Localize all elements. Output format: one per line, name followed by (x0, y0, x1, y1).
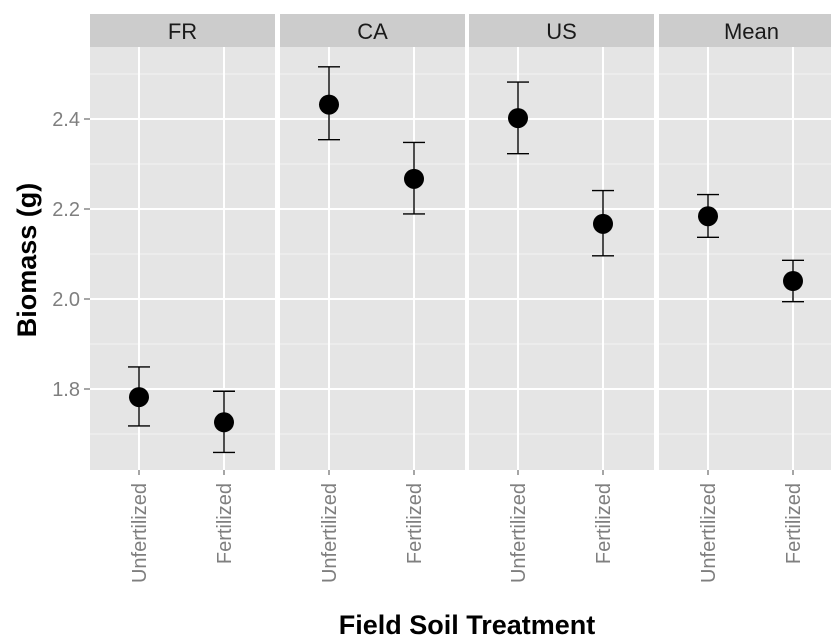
y-tick-label: 2.4 (52, 109, 80, 131)
data-point (214, 412, 234, 433)
facet-strip-label: CA (357, 19, 388, 44)
panel-background (90, 47, 275, 470)
x-tick-label: Unfertilized (698, 483, 720, 583)
y-axis-title: Biomass (g) (12, 183, 42, 338)
y-tick-label: 2.0 (52, 289, 80, 311)
data-point (129, 387, 149, 408)
data-point (593, 213, 613, 234)
x-tick-label: Unfertilized (508, 483, 530, 583)
x-tick-label: Unfertilized (319, 483, 341, 583)
x-tick-label: Fertilized (593, 483, 615, 564)
panel-background (469, 47, 654, 470)
x-tick-label: Fertilized (214, 483, 236, 564)
facet-strip (469, 14, 654, 47)
data-point (319, 94, 339, 115)
facet-strip (280, 14, 465, 47)
x-axis: Unfertilized Fertilized Unfertilized Fertil… (129, 470, 805, 583)
facet-panel-ca: CA (280, 14, 465, 470)
panel-background (659, 47, 831, 470)
panel-background (280, 47, 465, 470)
y-axis: 1.8 2.0 2.2 2.4 (52, 109, 90, 401)
data-point (404, 168, 424, 189)
facet-panel-mean: Mean (659, 14, 831, 470)
x-tick-label: Fertilized (783, 483, 805, 564)
data-point (508, 108, 528, 129)
data-point (783, 271, 803, 291)
facet-strip-label: Mean (724, 19, 779, 44)
y-tick-label: 1.8 (52, 379, 80, 401)
x-tick-label: Unfertilized (129, 483, 151, 583)
x-axis-title: Field Soil Treatment (339, 610, 596, 636)
facet-strip-label: US (546, 19, 577, 44)
facet-strip (90, 14, 275, 47)
data-point (698, 206, 718, 227)
x-tick-label: Fertilized (404, 483, 426, 564)
facet-panel-fr: FR (90, 14, 275, 470)
facet-panel-us: US (469, 14, 654, 470)
y-tick-label: 2.2 (52, 199, 80, 221)
facet-strip (659, 14, 831, 47)
panels-layer: FR CA US Mean (90, 14, 831, 470)
facet-strip-label: FR (168, 19, 197, 44)
